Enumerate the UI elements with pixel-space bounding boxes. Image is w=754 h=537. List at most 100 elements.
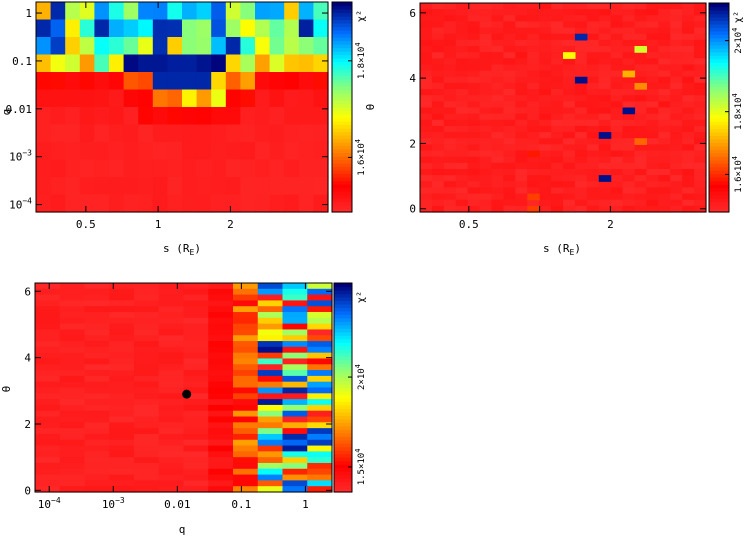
heatmap-cell xyxy=(233,474,259,481)
heatmap-cell xyxy=(682,76,695,84)
heatmap-cell xyxy=(284,142,300,161)
colorbar-band xyxy=(709,30,729,35)
heatmap-cell xyxy=(255,159,271,178)
colorbar-band xyxy=(334,404,352,409)
heatmap-cell xyxy=(233,480,259,487)
heatmap-cell xyxy=(670,113,683,121)
colorbar-title: χ² xyxy=(356,10,367,22)
colorbar-band xyxy=(332,100,352,105)
heatmap-cell xyxy=(694,82,707,90)
heatmap-cell xyxy=(257,294,284,302)
heatmap-cell xyxy=(257,445,284,452)
heatmap-cell xyxy=(59,375,86,383)
heatmap-cell xyxy=(196,89,212,108)
heatmap-cell xyxy=(94,72,110,91)
heatmap-cell xyxy=(134,480,160,487)
heatmap-cell xyxy=(646,132,659,139)
heatmap-cell xyxy=(208,387,234,394)
heatmap-cell xyxy=(670,156,683,164)
heatmap-cell xyxy=(420,82,433,90)
heatmap-cell xyxy=(183,468,209,476)
heatmap-cell xyxy=(527,21,540,29)
colorbar-band xyxy=(332,89,352,94)
heatmap-cell xyxy=(183,341,209,348)
heatmap-cell xyxy=(586,138,600,145)
heatmap-cell xyxy=(269,124,285,143)
heatmap-cell xyxy=(491,39,505,47)
colorbar-band xyxy=(332,82,352,87)
heatmap-cell xyxy=(35,364,61,371)
heatmap-cell xyxy=(694,125,707,133)
heatmap-cell xyxy=(455,150,469,158)
heatmap-cell xyxy=(455,144,469,152)
heatmap-cell xyxy=(515,175,528,182)
heatmap-cell xyxy=(503,46,516,53)
heatmap-cell xyxy=(431,46,445,53)
heatmap-cell xyxy=(694,199,707,207)
heatmap-cell xyxy=(282,381,308,389)
heatmap-cell xyxy=(539,52,552,59)
heatmap-cell xyxy=(255,54,271,73)
heatmap-cell xyxy=(233,283,259,290)
colorbar-band xyxy=(332,201,352,206)
heatmap-cell xyxy=(574,107,588,115)
heatmap-cell xyxy=(158,381,185,389)
y-tick-label: 6 xyxy=(24,285,31,298)
heatmap-cell xyxy=(694,132,707,139)
colorbar-band xyxy=(332,208,352,213)
heatmap-cell xyxy=(420,27,433,35)
heatmap-cell xyxy=(109,364,135,371)
heatmap-cell xyxy=(455,33,469,41)
heatmap-cell xyxy=(574,193,588,201)
heatmap-cell xyxy=(255,72,271,91)
heatmap-cell xyxy=(527,33,540,41)
heatmap-cell xyxy=(646,64,659,72)
heatmap-cell xyxy=(307,468,333,476)
heatmap-cell xyxy=(682,64,695,72)
y-axis-label: q xyxy=(0,109,13,116)
colorbar-band xyxy=(334,453,352,458)
heatmap-cell xyxy=(233,358,259,365)
heatmap-cell xyxy=(682,52,695,59)
heatmap-cell xyxy=(269,194,285,213)
colorbar-frame xyxy=(708,2,730,213)
heatmap-cell xyxy=(563,39,576,47)
heatmap-cell xyxy=(539,27,552,35)
heatmap-cell xyxy=(211,159,227,178)
heatmap-cell xyxy=(65,177,81,196)
heatmap-cell xyxy=(598,15,612,23)
heatmap-cell xyxy=(443,107,457,115)
heatmap-cell xyxy=(284,54,300,73)
heatmap-cell xyxy=(240,19,256,38)
heatmap-cell xyxy=(610,119,624,127)
heatmap-cell xyxy=(134,428,160,435)
x-axis-label-close: ) xyxy=(574,242,581,255)
heatmap-cell xyxy=(65,159,81,178)
heatmap-cell xyxy=(183,422,209,429)
heatmap-cell xyxy=(634,187,648,195)
heatmap-cell xyxy=(443,70,457,78)
heatmap-cell xyxy=(443,101,457,109)
heatmap-cell xyxy=(563,150,576,158)
heatmap-cell xyxy=(658,187,671,195)
heatmap-cell xyxy=(658,132,671,139)
heatmap-cell xyxy=(515,150,528,158)
heatmap-cell xyxy=(257,335,284,342)
heatmap-cell xyxy=(682,9,695,16)
heatmap-cell xyxy=(257,457,284,464)
heatmap-cell xyxy=(182,37,198,56)
heatmap-cell xyxy=(211,107,227,126)
heatmap-cell xyxy=(158,474,185,481)
heatmap-cell xyxy=(158,422,185,429)
heatmap-cell xyxy=(134,346,160,354)
heatmap-cell xyxy=(682,168,695,176)
heatmap-cell xyxy=(491,27,505,35)
heatmap-cell xyxy=(634,3,648,10)
heatmap-cell xyxy=(670,199,683,207)
heatmap-cell xyxy=(682,46,695,53)
heatmap-cell xyxy=(634,15,648,23)
heatmap-cell xyxy=(84,433,110,441)
heatmap-cell xyxy=(134,312,160,319)
heatmap-cell xyxy=(84,341,110,348)
